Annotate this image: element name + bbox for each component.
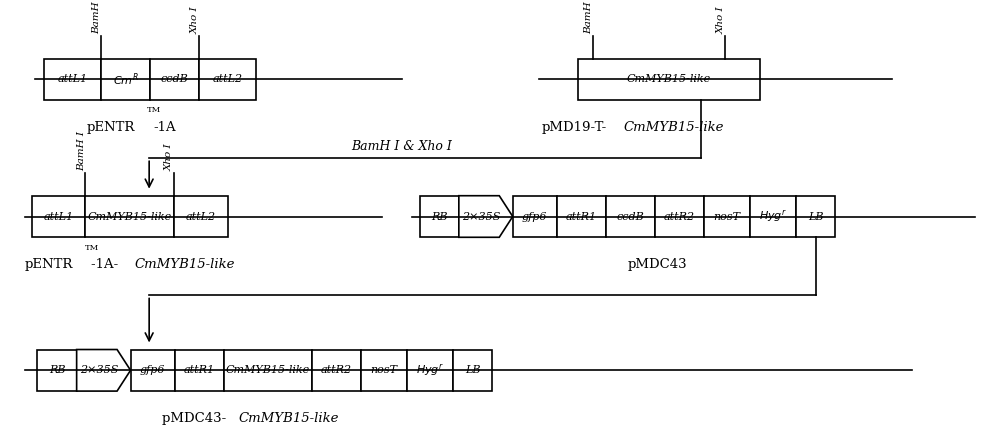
FancyBboxPatch shape (704, 196, 750, 237)
Text: BamH I: BamH I (93, 0, 102, 34)
Text: attL1: attL1 (58, 74, 88, 84)
Text: TM: TM (85, 243, 99, 252)
Text: pMDC43-: pMDC43- (162, 412, 230, 425)
Text: pMD19-T-: pMD19-T- (541, 121, 606, 134)
FancyBboxPatch shape (312, 349, 361, 391)
Text: CmMYB15-like: CmMYB15-like (226, 365, 310, 375)
Text: attR1: attR1 (566, 211, 597, 222)
Text: CmMYB15-like: CmMYB15-like (134, 258, 235, 271)
Text: attL2: attL2 (212, 74, 243, 84)
Text: ccdB: ccdB (161, 74, 189, 84)
Text: pMDC43: pMDC43 (627, 258, 687, 271)
Text: BamH I & Xho I: BamH I & Xho I (352, 140, 452, 153)
FancyBboxPatch shape (796, 196, 835, 237)
Text: CmMYB15-like: CmMYB15-like (627, 74, 711, 84)
FancyBboxPatch shape (420, 196, 459, 237)
Text: CmMYB15-like: CmMYB15-like (87, 211, 172, 222)
Text: attL1: attL1 (43, 211, 74, 222)
Text: ccdB: ccdB (616, 211, 644, 222)
Text: attR1: attR1 (184, 365, 215, 375)
FancyBboxPatch shape (557, 196, 606, 237)
Text: pENTR: pENTR (86, 121, 135, 134)
FancyBboxPatch shape (361, 349, 407, 391)
FancyBboxPatch shape (131, 349, 175, 391)
FancyBboxPatch shape (174, 196, 228, 237)
FancyBboxPatch shape (453, 349, 492, 391)
Polygon shape (77, 349, 131, 391)
Text: attR2: attR2 (321, 365, 352, 375)
Text: attL2: attL2 (186, 211, 216, 222)
Text: -1A: -1A (153, 121, 176, 134)
FancyBboxPatch shape (101, 58, 150, 100)
FancyBboxPatch shape (750, 196, 796, 237)
FancyBboxPatch shape (150, 58, 199, 100)
FancyBboxPatch shape (85, 196, 174, 237)
Text: -1A-: -1A- (91, 258, 123, 271)
FancyBboxPatch shape (407, 349, 453, 391)
FancyBboxPatch shape (578, 58, 760, 100)
Text: LB: LB (465, 365, 480, 375)
Text: $Hyg^r$: $Hyg^r$ (416, 362, 444, 378)
FancyBboxPatch shape (513, 196, 557, 237)
Text: $Hyg^r$: $Hyg^r$ (759, 209, 787, 224)
Text: RB: RB (49, 365, 65, 375)
FancyBboxPatch shape (655, 196, 704, 237)
Text: attR2: attR2 (664, 211, 695, 222)
Text: BamH I: BamH I (585, 0, 594, 34)
Text: 2×35S: 2×35S (462, 211, 501, 222)
Polygon shape (459, 196, 513, 237)
Text: gfp6: gfp6 (140, 365, 165, 375)
Text: RB: RB (431, 211, 447, 222)
Text: nosT: nosT (713, 211, 740, 222)
Text: 2×35S: 2×35S (80, 365, 118, 375)
Text: LB: LB (808, 211, 823, 222)
FancyBboxPatch shape (44, 58, 101, 100)
Text: pENTR: pENTR (25, 258, 73, 271)
Text: $Cm^R$: $Cm^R$ (113, 71, 139, 87)
Text: gfp6: gfp6 (522, 211, 548, 222)
Text: CmMYB15-like: CmMYB15-like (238, 412, 339, 425)
Text: CmMYB15-like: CmMYB15-like (623, 121, 724, 134)
Text: BamH I: BamH I (77, 131, 86, 171)
FancyBboxPatch shape (224, 349, 312, 391)
FancyBboxPatch shape (199, 58, 256, 100)
FancyBboxPatch shape (606, 196, 655, 237)
FancyBboxPatch shape (32, 196, 85, 237)
FancyBboxPatch shape (37, 349, 77, 391)
FancyBboxPatch shape (175, 349, 224, 391)
Text: Xho I: Xho I (191, 6, 200, 34)
Text: Xho I: Xho I (165, 143, 174, 171)
Text: Xho I: Xho I (717, 6, 726, 34)
Text: TM: TM (147, 107, 161, 114)
Text: nosT: nosT (370, 365, 397, 375)
